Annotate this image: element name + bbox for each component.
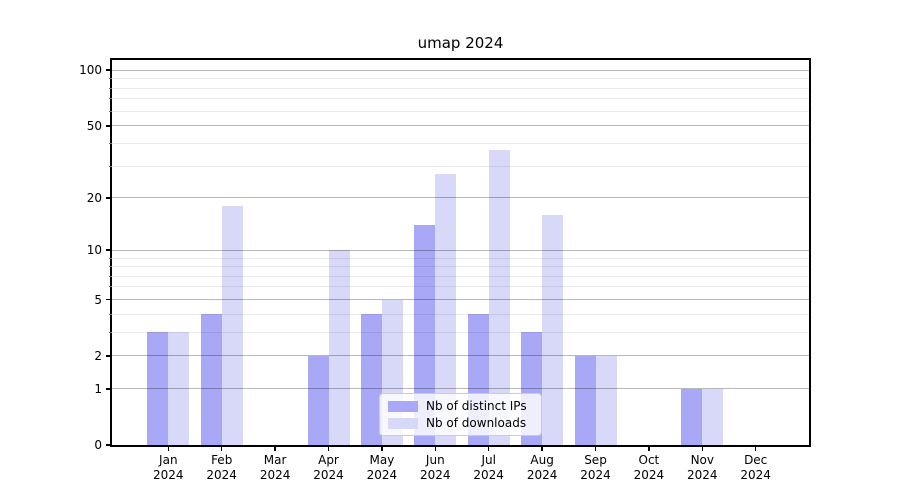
major-gridline-2 — [112, 355, 809, 357]
y-minor-tick-30 — [109, 165, 112, 167]
bar-nb-of-downloads-jul — [488, 149, 510, 445]
y-tick-label-50: 50 — [86, 118, 102, 133]
bar-nb-of-distinct-ips-may — [360, 314, 382, 445]
y-minor-tick-7 — [109, 275, 112, 277]
bar-nb-of-distinct-ips-sep — [574, 355, 596, 445]
bar-nb-of-downloads-jun — [435, 174, 457, 445]
x-tick-label-mar: Mar 2024 — [259, 453, 291, 482]
x-tick-label-jul: Jul 2024 — [473, 453, 504, 482]
y-minor-tick-80 — [109, 87, 112, 89]
bar-nb-of-distinct-ips-jun — [414, 225, 436, 445]
y-minor-tick-40 — [109, 142, 112, 144]
bar-nb-of-downloads-jan — [168, 332, 190, 445]
bar-nb-of-downloads-aug — [542, 214, 564, 445]
y-tick-label-100: 100 — [79, 63, 102, 78]
minor-gridline-40 — [112, 142, 809, 144]
x-tick-apr — [327, 447, 330, 451]
x-tick-dec — [754, 447, 757, 451]
minor-gridline-80 — [112, 87, 809, 89]
x-tick-label-nov: Nov 2024 — [687, 453, 718, 482]
bar-nb-of-downloads-apr — [328, 250, 350, 445]
x-tick-feb — [220, 447, 223, 451]
y-tick-1 — [106, 387, 112, 390]
y-minor-tick-60 — [109, 110, 112, 112]
x-tick-jul — [487, 447, 490, 451]
minor-gridline-4 — [112, 313, 809, 315]
legend: Nb of distinct IPs Nb of downloads — [379, 393, 542, 436]
x-tick-label-jan: Jan 2024 — [153, 453, 184, 482]
x-tick-label-may: May 2024 — [366, 453, 398, 482]
legend-label-downloads: Nb of downloads — [426, 416, 527, 430]
x-tick-label-sep: Sep 2024 — [580, 453, 611, 482]
y-minor-tick-8 — [109, 266, 112, 268]
minor-gridline-70 — [112, 98, 809, 100]
legend-label-distinct-ips: Nb of distinct IPs — [426, 399, 527, 413]
plot-area — [112, 60, 809, 445]
y-minor-tick-3 — [109, 331, 112, 333]
major-gridline-10 — [112, 249, 809, 251]
bar-nb-of-downloads-sep — [595, 355, 617, 445]
major-gridline-5 — [112, 299, 809, 300]
x-tick-mar — [274, 447, 276, 451]
minor-gridline-90 — [112, 78, 809, 80]
minor-gridline-30 — [112, 165, 809, 167]
major-gridline-100 — [112, 69, 809, 71]
major-gridline-1 — [112, 388, 809, 390]
y-tick-20 — [106, 196, 112, 199]
y-minor-tick-4 — [109, 313, 112, 315]
bar-nb-of-distinct-ips-feb — [200, 314, 222, 445]
bar-nb-of-distinct-ips-apr — [307, 355, 329, 445]
x-tick-jun — [434, 447, 437, 451]
x-tick-aug — [541, 447, 543, 451]
y-tick-5 — [106, 298, 112, 301]
y-minor-tick-6 — [109, 286, 112, 288]
y-minor-tick-90 — [109, 78, 112, 80]
chart-title: umap 2024 — [417, 34, 504, 52]
legend-item-distinct-ips: Nb of distinct IPs — [388, 399, 533, 413]
x-tick-label-oct: Oct 2024 — [633, 453, 665, 482]
y-tick-50 — [106, 124, 112, 127]
legend-item-downloads: Nb of downloads — [388, 416, 533, 430]
x-tick-may — [381, 447, 383, 451]
y-tick-0 — [106, 444, 112, 446]
y-tick-label-20: 20 — [86, 190, 102, 205]
legend-swatch-downloads — [388, 417, 418, 429]
major-gridline-50 — [112, 125, 809, 127]
legend-swatch-distinct-ips — [388, 400, 418, 412]
x-tick-jan — [167, 447, 170, 451]
x-tick-label-dec: Dec 2024 — [740, 453, 771, 482]
x-tick-nov — [701, 447, 704, 451]
y-tick-10 — [106, 249, 112, 252]
minor-gridline-9 — [112, 257, 809, 259]
x-tick-oct — [648, 447, 650, 451]
y-tick-label-1: 1 — [94, 381, 102, 396]
x-tick-sep — [594, 447, 597, 451]
bar-nb-of-distinct-ips-jan — [147, 332, 169, 445]
minor-gridline-60 — [112, 110, 809, 112]
x-tick-label-jun: Jun 2024 — [420, 453, 451, 482]
y-minor-tick-9 — [109, 257, 112, 259]
y-tick-2 — [106, 354, 112, 357]
minor-gridline-7 — [112, 275, 809, 277]
minor-gridline-6 — [112, 286, 809, 288]
major-gridline-20 — [112, 197, 809, 199]
minor-gridline-8 — [112, 266, 809, 268]
minor-gridline-3 — [112, 331, 809, 333]
x-tick-label-apr: Apr 2024 — [313, 453, 344, 482]
bar-nb-of-distinct-ips-nov — [681, 388, 703, 445]
y-minor-tick-70 — [109, 98, 112, 100]
x-tick-label-aug: Aug 2024 — [526, 453, 558, 482]
y-tick-label-5: 5 — [94, 292, 102, 307]
bar-nb-of-downloads-feb — [221, 205, 243, 445]
bar-nb-of-downloads-nov — [702, 388, 724, 445]
x-tick-label-feb: Feb 2024 — [206, 453, 237, 482]
y-tick-label-0: 0 — [94, 438, 102, 452]
y-tick-label-2: 2 — [94, 348, 102, 363]
y-tick-100 — [106, 69, 112, 72]
y-tick-label-10: 10 — [86, 243, 102, 258]
